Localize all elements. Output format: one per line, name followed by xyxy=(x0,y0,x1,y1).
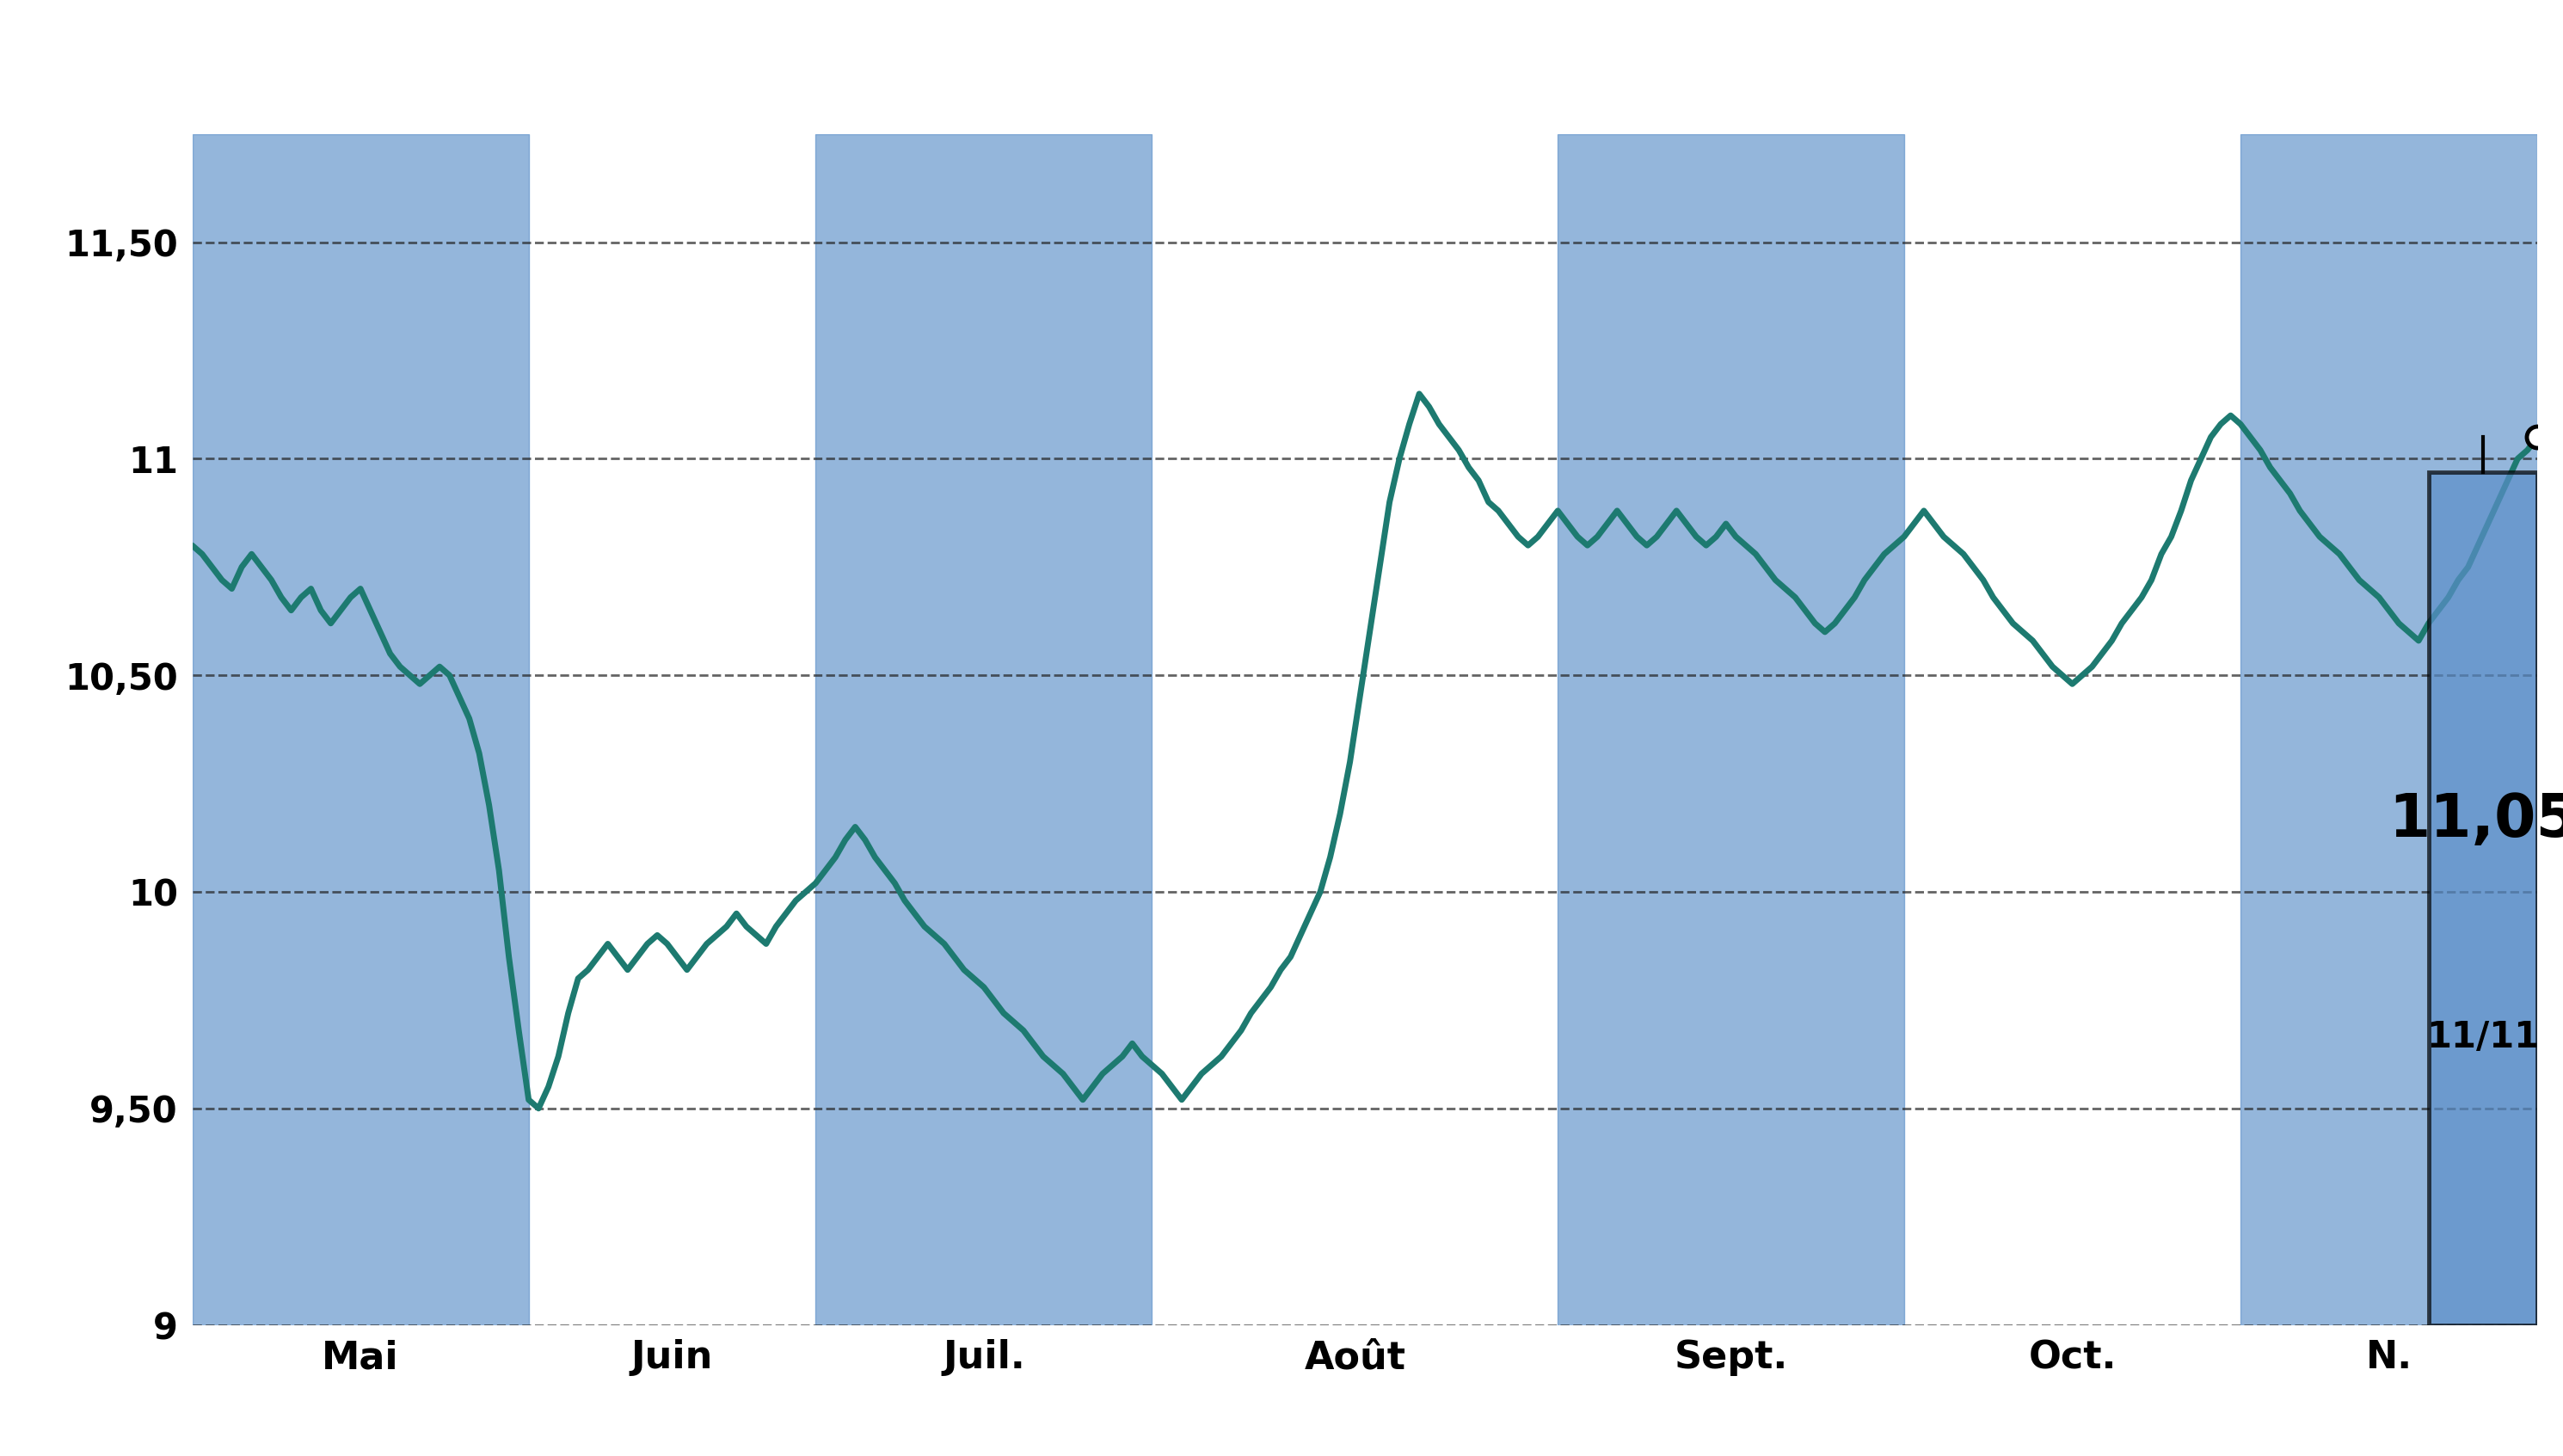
Bar xyxy=(1558,134,1904,1325)
Bar xyxy=(2240,134,2537,1325)
Text: VIEL ET COMPAGNIE: VIEL ET COMPAGNIE xyxy=(879,25,1684,95)
Bar xyxy=(815,134,1151,1325)
Bar xyxy=(192,134,528,1325)
Bar xyxy=(2430,472,2537,1325)
Text: 11/11: 11/11 xyxy=(2427,1019,2540,1056)
Text: 11,05: 11,05 xyxy=(2389,792,2563,849)
